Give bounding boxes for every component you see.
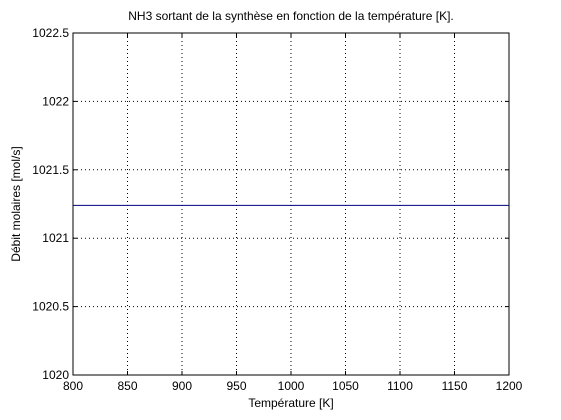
x-tick-label: 1050 xyxy=(332,379,359,393)
x-axis-label: Température [K] xyxy=(248,396,333,410)
y-tick-label: 1021 xyxy=(42,231,69,245)
plot-area xyxy=(72,32,510,376)
x-tick-label: 850 xyxy=(117,379,137,393)
y-tick-label: 1020 xyxy=(42,368,69,382)
tick-labels: 800 850 900 950 1000 1050 1100 1150 1200 1020 1020… xyxy=(32,26,522,393)
x-tick-label: 1150 xyxy=(442,379,468,393)
x-tick-label: 1000 xyxy=(278,379,305,393)
y-tick-label: 1021.5 xyxy=(32,163,69,177)
grid xyxy=(73,33,509,375)
x-tick-label: 950 xyxy=(226,379,246,393)
y-axis-label: Débit molaires [mol/s] xyxy=(9,146,23,261)
axis-ticks xyxy=(72,32,510,376)
y-tick-label: 1022.5 xyxy=(32,26,69,40)
y-tick-label: 1022 xyxy=(42,94,69,108)
x-tick-label: 900 xyxy=(172,379,192,393)
x-tick-label: 1100 xyxy=(387,379,413,393)
y-tick-label: 1020.5 xyxy=(32,300,69,314)
chart-title: NH3 sortant de la synthèse en fonction d… xyxy=(128,9,454,23)
x-tick-label: 800 xyxy=(63,379,83,393)
x-tick-label: 1200 xyxy=(496,379,523,393)
